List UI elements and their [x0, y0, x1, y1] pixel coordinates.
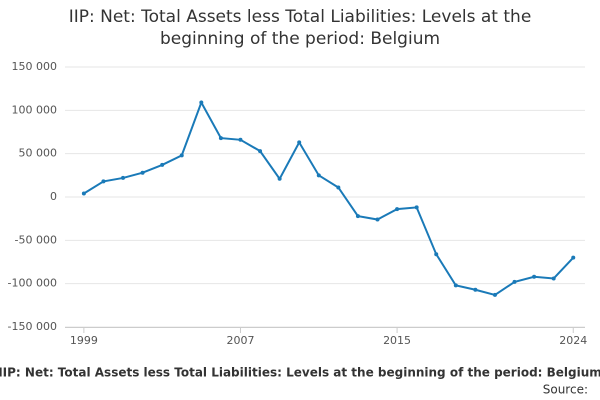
point [297, 140, 302, 145]
x-tick-label: 2024 [559, 334, 587, 347]
point [160, 162, 165, 167]
point [140, 170, 145, 175]
point [512, 279, 517, 284]
point [395, 207, 400, 212]
y-tick-label: -50 000 [15, 233, 57, 246]
point [218, 136, 223, 141]
point [473, 287, 478, 292]
x-tick-label: 2007 [226, 334, 254, 347]
point [532, 274, 537, 279]
y-tick-label: -150 000 [8, 320, 57, 333]
point [101, 179, 106, 184]
point [571, 255, 576, 260]
point [179, 153, 184, 158]
y-tick-label: 50 000 [19, 147, 58, 160]
y-tick-label: 150 000 [12, 60, 58, 73]
y-tick-label: 0 [50, 190, 57, 203]
chart-title: IIP: Net: Total Assets less Total Liabil… [68, 7, 532, 49]
y-tick-label: -100 000 [8, 277, 57, 290]
point [355, 214, 360, 219]
point [316, 173, 321, 178]
point [81, 191, 86, 196]
point [492, 292, 497, 297]
series-line [83, 100, 574, 297]
x-tick-label: 1999 [70, 334, 98, 347]
point [336, 185, 341, 190]
point [551, 276, 556, 281]
point [453, 283, 458, 288]
point [277, 176, 282, 181]
point [199, 100, 204, 105]
point [434, 252, 439, 257]
chart-footer: IIP: Net: Total Assets less Total Liabil… [0, 366, 600, 380]
point [238, 137, 243, 142]
point [258, 149, 263, 154]
point [375, 217, 380, 222]
x-tick-label: 2015 [383, 334, 411, 347]
point [414, 205, 419, 210]
source: Source: [543, 383, 588, 397]
y-tick-label: 100 000 [12, 103, 58, 116]
point [121, 175, 126, 180]
